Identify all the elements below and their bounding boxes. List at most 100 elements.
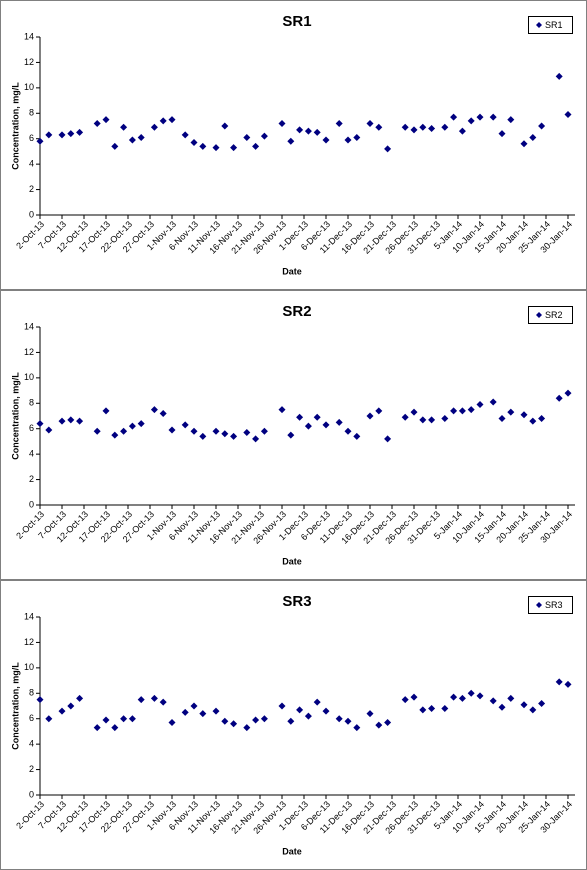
y-tick-label: 10 [24,82,34,92]
point [93,427,101,435]
point [212,144,220,152]
legend: SR1 [528,16,573,34]
point [102,407,110,415]
y-tick-label: 14 [24,31,34,41]
point [520,411,528,419]
point [384,719,392,727]
point [410,693,418,701]
point [67,702,75,710]
point [458,694,466,702]
point [489,697,497,705]
point [384,145,392,153]
point [410,408,418,416]
point [458,127,466,135]
point [120,427,128,435]
point [353,432,361,440]
point [150,123,158,131]
point [353,133,361,141]
point [520,701,528,709]
point [159,409,167,417]
point [564,389,572,397]
point [498,703,506,711]
point [304,712,312,720]
point [322,421,330,429]
point [45,715,53,723]
chart-title: SR3 [282,593,311,610]
point [366,119,374,127]
legend: SR2 [528,306,573,324]
legend-box [528,596,573,614]
chart: SR3024681012142-Oct-137-Oct-1312-Oct-131… [0,580,587,870]
point [278,702,286,710]
point [287,717,295,725]
point [93,724,101,732]
point [150,694,158,702]
point [243,133,251,141]
point [159,698,167,706]
point [401,123,409,131]
legend-label: SR3 [545,600,563,610]
point [111,724,119,732]
point [212,427,220,435]
point [344,717,352,725]
point [128,136,136,144]
point [199,142,207,150]
point [498,415,506,423]
point [230,144,238,152]
y-tick-label: 4 [29,159,34,169]
point [221,717,229,725]
y-tick-label: 6 [29,133,34,143]
point [520,140,528,148]
point [450,113,458,121]
point [102,716,110,724]
point [313,413,321,421]
point [507,408,515,416]
point [441,705,449,713]
y-tick-label: 2 [29,764,34,774]
y-tick-label: 6 [29,423,34,433]
point [168,719,176,727]
point [335,119,343,127]
point [296,126,304,134]
y-tick-label: 14 [24,321,34,331]
x-axis-title: Date [282,266,302,276]
point [260,427,268,435]
y-tick-label: 6 [29,713,34,723]
point [344,427,352,435]
point [128,715,136,723]
point [467,117,475,125]
point [476,113,484,121]
point [353,724,361,732]
y-tick-label: 12 [24,57,34,67]
point [45,426,53,434]
point [230,720,238,728]
point [375,407,383,415]
point [181,131,189,139]
legend-marker [536,602,542,608]
point [428,705,436,713]
legend: SR3 [528,596,573,614]
y-tick-label: 8 [29,108,34,118]
point [366,710,374,718]
point [296,413,304,421]
point [564,680,572,688]
point [190,702,198,710]
point [555,394,563,402]
point [243,429,251,437]
legend-label: SR2 [545,310,563,320]
point [538,122,546,130]
x-axis-title: Date [282,846,302,856]
point [150,406,158,414]
y-tick-label: 0 [29,499,34,509]
point [335,715,343,723]
point [419,706,427,714]
point [190,427,198,435]
point [230,432,238,440]
point [467,689,475,697]
y-tick-label: 2 [29,474,34,484]
point [428,416,436,424]
point [313,128,321,136]
point [344,136,352,144]
point [252,142,260,150]
